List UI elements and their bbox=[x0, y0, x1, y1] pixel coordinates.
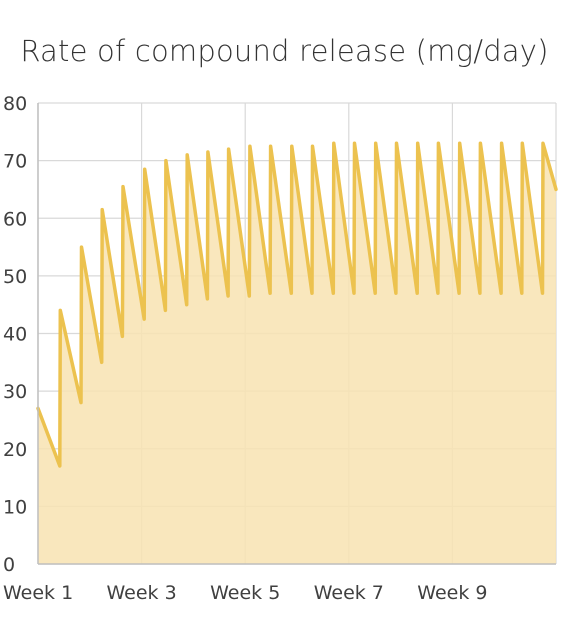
x-tick-label: Week 5 bbox=[210, 582, 280, 604]
x-tick-label: Week 3 bbox=[107, 582, 177, 604]
y-tick-label: 20 bbox=[3, 439, 27, 461]
x-tick-label: Week 1 bbox=[3, 582, 73, 604]
y-tick-label: 0 bbox=[3, 554, 15, 576]
y-tick-label: 80 bbox=[3, 93, 27, 115]
axes bbox=[37, 103, 556, 565]
series-line bbox=[36, 141, 558, 468]
y-tick-label: 30 bbox=[3, 381, 27, 403]
y-tick-label: 70 bbox=[3, 151, 27, 173]
chart-title: Rate of compound release (mg/day) bbox=[20, 34, 549, 68]
x-tick-label: Week 7 bbox=[314, 582, 384, 604]
series-area bbox=[38, 143, 556, 565]
x-tick-labels: Week 1 Week 3 Week 5 Week 7 Week 9 bbox=[3, 582, 487, 604]
y-tick-label: 40 bbox=[3, 324, 27, 346]
y-tick-labels: 0 10 20 30 40 50 60 70 80 bbox=[3, 93, 27, 576]
x-tick-label: Week 9 bbox=[417, 582, 487, 604]
y-tick-label: 60 bbox=[3, 208, 27, 230]
y-tick-label: 10 bbox=[3, 496, 27, 518]
y-tick-label: 50 bbox=[3, 266, 27, 288]
